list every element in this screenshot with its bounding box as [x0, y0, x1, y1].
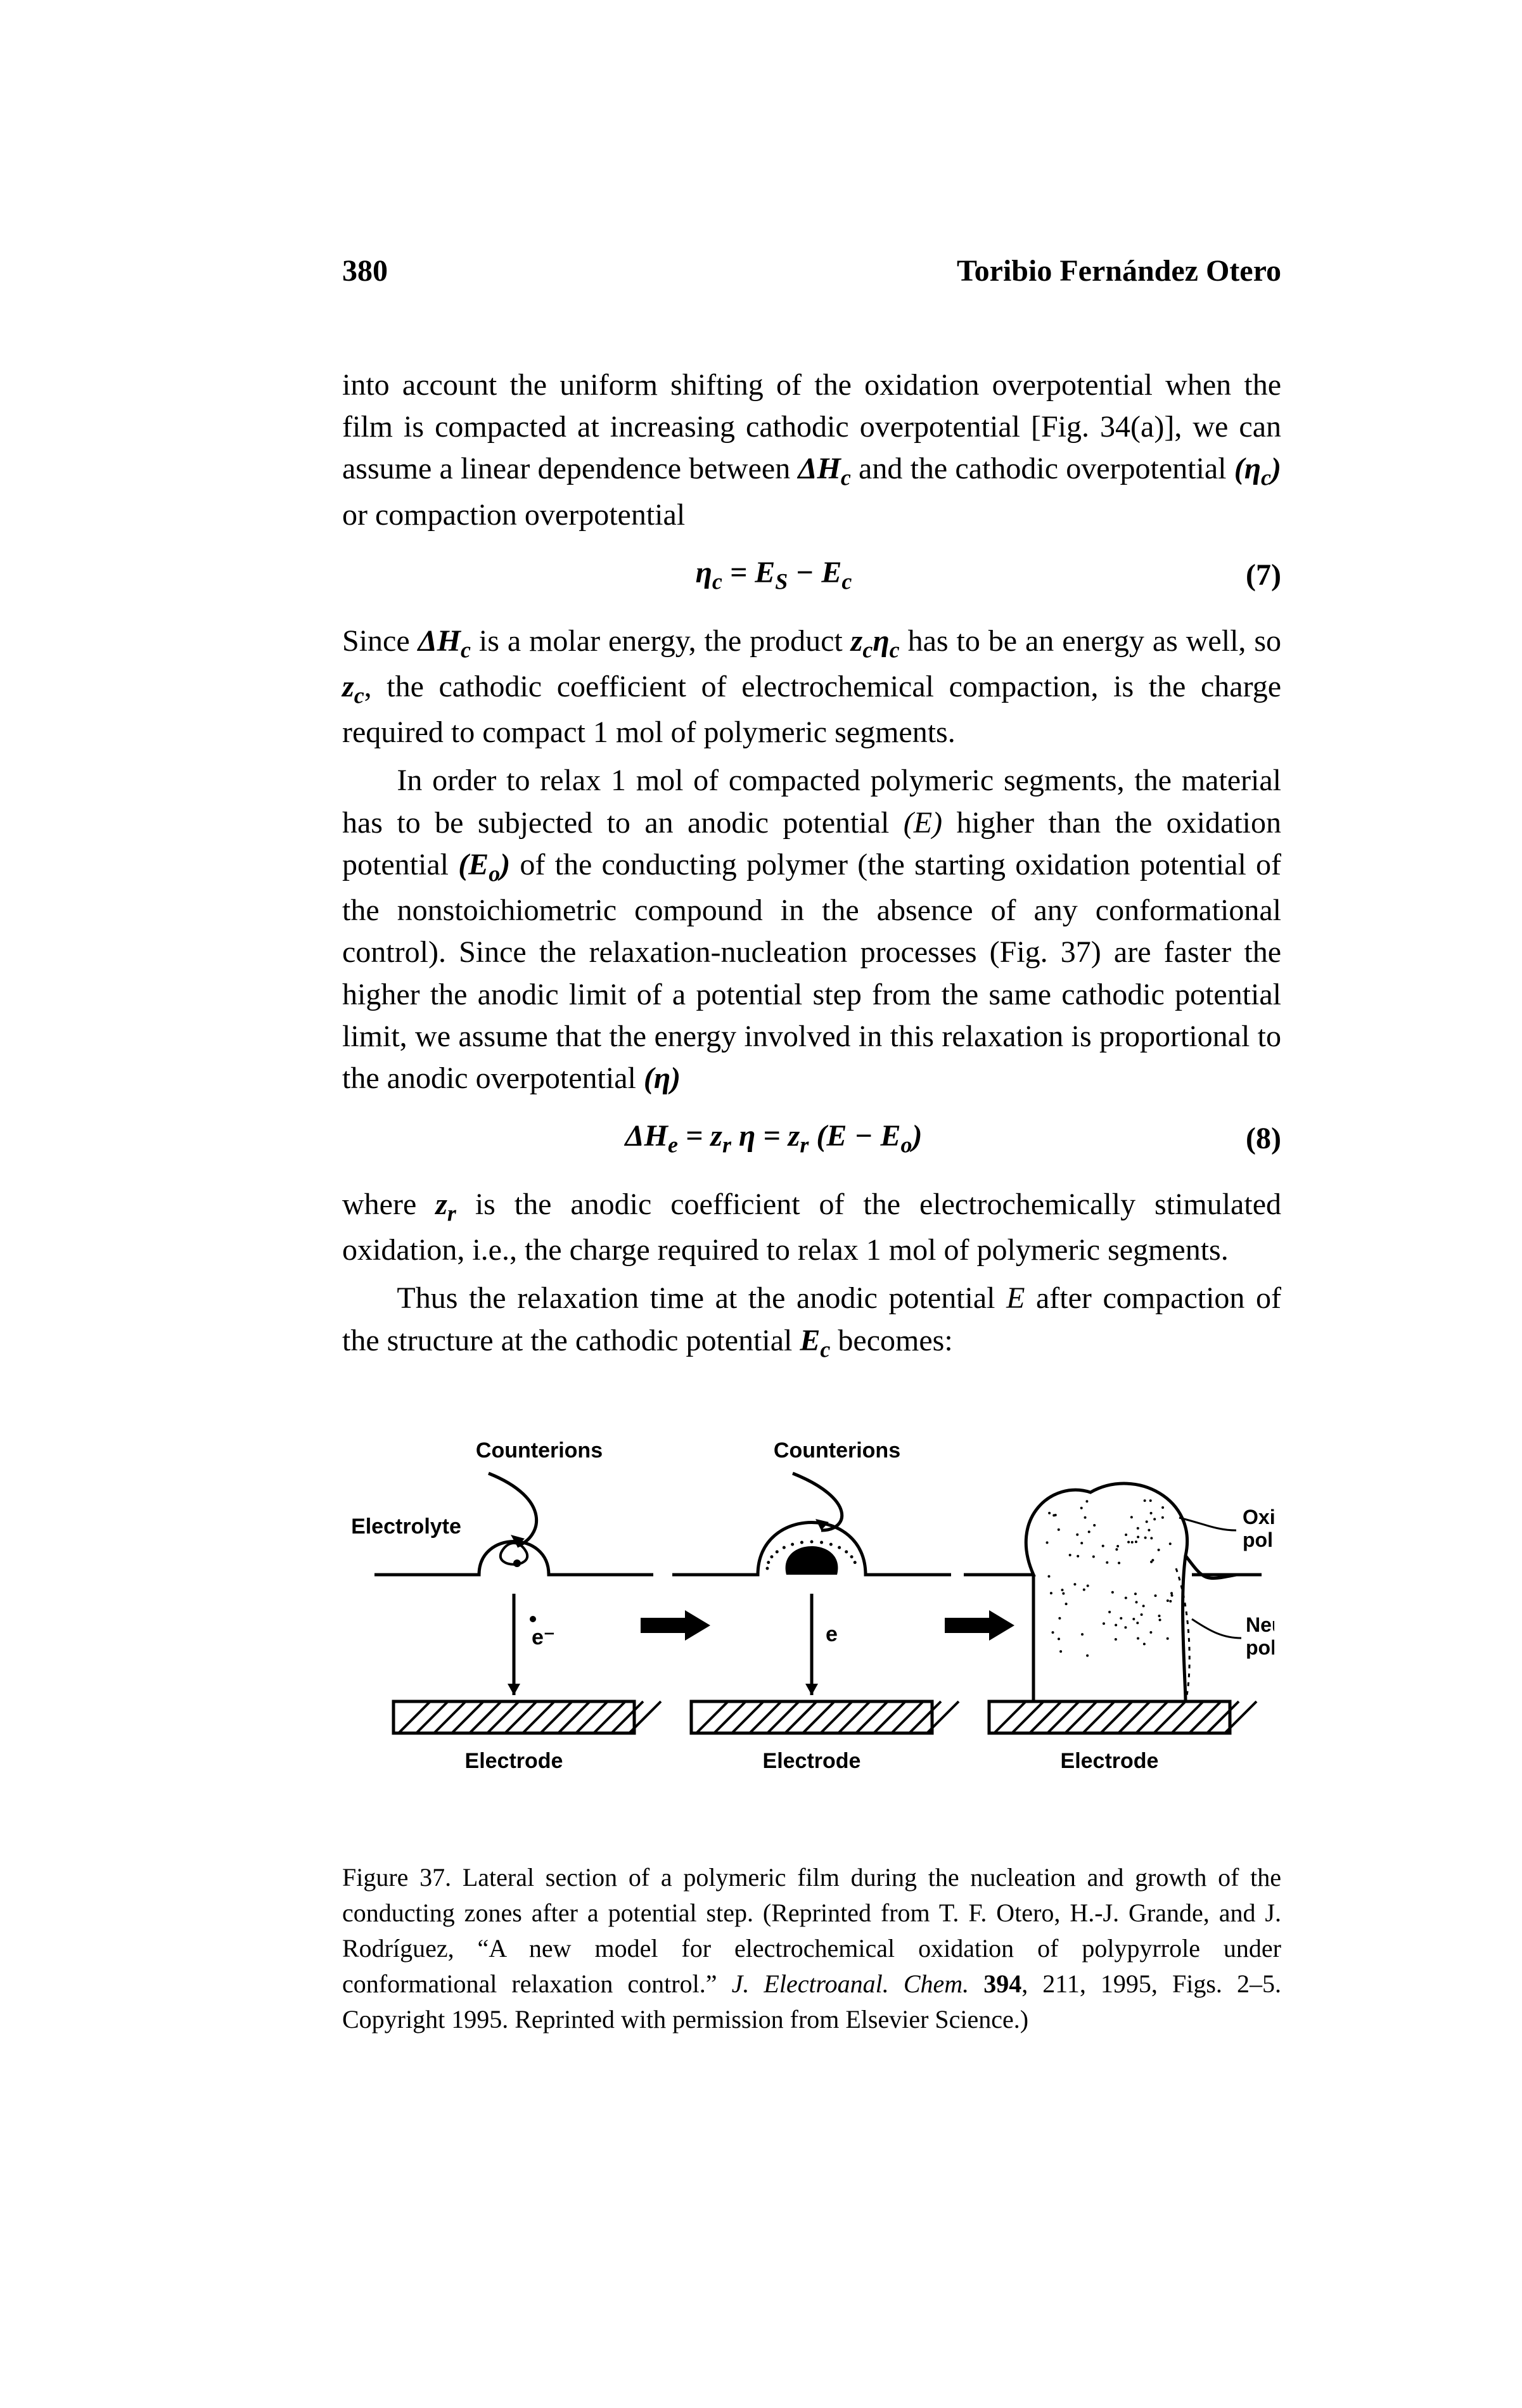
paragraph-5: Thus the relaxation time at the anodic p…: [342, 1278, 1281, 1366]
page-header: 380 Toribio Fernández Otero: [342, 253, 1281, 288]
equation-8-row: ΔHe = zr η = zr (E − Eo) (8): [342, 1118, 1281, 1158]
svg-text:Electrolyte: Electrolyte: [351, 1515, 461, 1539]
paragraph-3: In order to relax 1 mol of compacted pol…: [342, 760, 1281, 1099]
svg-text:pol.: pol.: [1246, 1636, 1274, 1659]
figure-37-svg: e⁻ Counterions Electrolyte Electrode e Counte…: [349, 1423, 1274, 1816]
equation-8: ΔHe = zr η = zr (E − Eo): [342, 1118, 1205, 1158]
page-number: 380: [342, 253, 388, 288]
svg-text:Counterions: Counterions: [476, 1438, 603, 1463]
svg-text:Oxidized: Oxidized: [1243, 1506, 1274, 1528]
equation-7-number: (7): [1205, 558, 1281, 592]
paragraph-1: into account the uniform shifting of the…: [342, 364, 1281, 536]
svg-text:Electrode: Electrode: [1061, 1749, 1159, 1773]
svg-text:Neutral: Neutral: [1246, 1613, 1274, 1636]
paragraph-2: Since ΔHc is a molar energy, the product…: [342, 620, 1281, 754]
paragraph-4: where zr is the anodic coefficient of th…: [342, 1184, 1281, 1272]
figure-37-caption: Figure 37. Lateral section of a polymeri…: [342, 1860, 1281, 2037]
svg-text:e⁻: e⁻: [532, 1625, 555, 1649]
svg-text:Electrode: Electrode: [763, 1749, 861, 1773]
svg-text:e: e: [826, 1622, 838, 1646]
equation-7: ηc = ES − Ec: [342, 555, 1205, 595]
svg-text:Counterions: Counterions: [774, 1438, 900, 1463]
equation-7-row: ηc = ES − Ec (7): [342, 555, 1281, 595]
equation-8-number: (8): [1205, 1121, 1281, 1156]
svg-text:Electrode: Electrode: [465, 1749, 563, 1773]
figure-37: e⁻ Counterions Electrolyte Electrode e Counte…: [342, 1423, 1281, 2037]
svg-text:pol.: pol.: [1243, 1528, 1274, 1551]
running-head: Toribio Fernández Otero: [957, 253, 1281, 288]
page: 380 Toribio Fernández Otero into account…: [0, 0, 1522, 2408]
